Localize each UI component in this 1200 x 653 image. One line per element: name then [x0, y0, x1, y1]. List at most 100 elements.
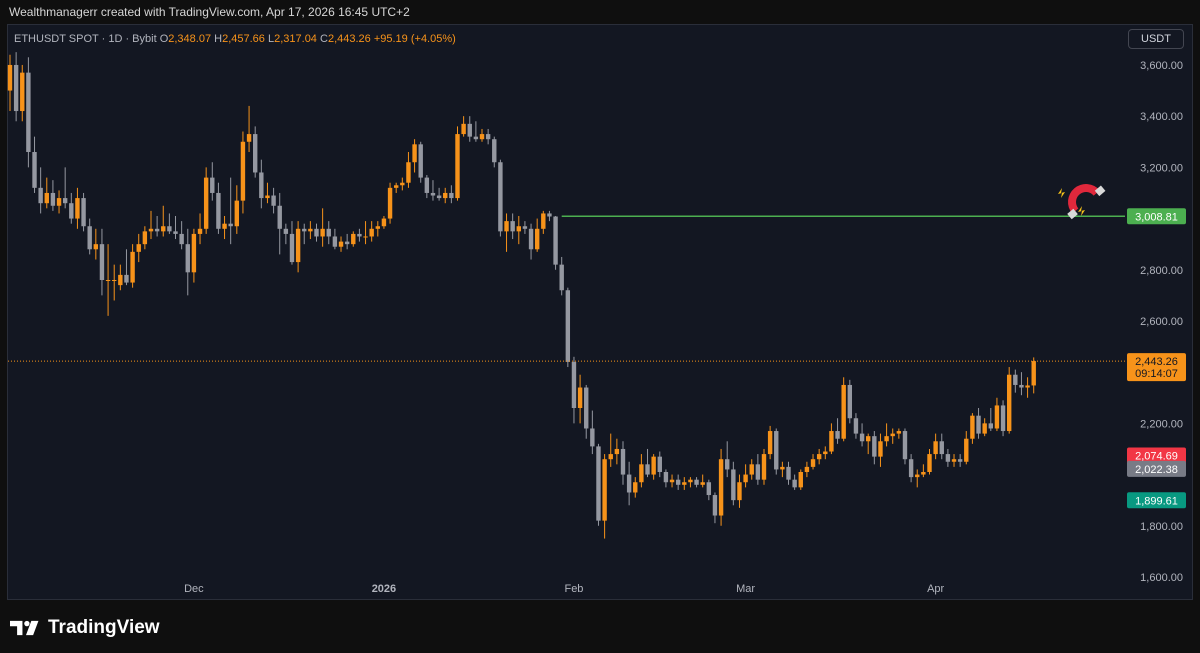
candle-body — [571, 361, 577, 408]
candle — [645, 448, 650, 478]
candle — [400, 177, 405, 191]
candle — [1006, 367, 1012, 434]
candle — [485, 128, 491, 145]
candle-body — [393, 185, 399, 188]
price-label-bg — [1127, 447, 1186, 464]
close-value: 2,443.26 — [327, 33, 371, 45]
candle-body — [75, 198, 80, 219]
candle — [332, 228, 338, 250]
price-tick-label: 3,400.00 — [1140, 111, 1183, 123]
candle — [289, 221, 295, 265]
price-tick-label: 3,600.00 — [1140, 60, 1183, 72]
candle-body — [69, 203, 74, 219]
candle-body — [749, 464, 754, 475]
candle — [859, 423, 865, 447]
candle-body — [835, 431, 840, 439]
candle — [210, 162, 215, 201]
candle — [872, 431, 877, 465]
price-label: 2,074.69 — [1135, 450, 1178, 462]
candle-body — [161, 226, 166, 232]
candle — [357, 228, 362, 242]
candle-body — [596, 446, 601, 521]
candle — [461, 116, 466, 137]
candle — [246, 105, 252, 152]
candle — [829, 423, 834, 455]
level-price-label: 3,008.81 — [1135, 211, 1178, 223]
candle-body — [528, 228, 534, 250]
candle-body — [541, 213, 546, 229]
currency-button[interactable]: USDT — [1128, 29, 1184, 49]
symbol-label[interactable]: ETHUSDT SPOT · 1D · Bybit — [14, 33, 157, 45]
candle-body — [614, 448, 620, 455]
candle — [228, 177, 233, 245]
candle-body — [626, 474, 632, 493]
candle-body — [694, 479, 699, 485]
candle — [988, 408, 993, 432]
candle — [50, 180, 56, 211]
candle — [853, 413, 859, 439]
candle — [590, 410, 595, 455]
candle-body — [933, 441, 938, 455]
candle — [547, 210, 552, 222]
candle-body — [927, 454, 932, 472]
candle — [792, 474, 797, 490]
candle-body — [675, 479, 681, 485]
candle — [774, 428, 779, 475]
low-label: L — [267, 33, 275, 45]
candle — [571, 356, 577, 424]
candle — [957, 454, 963, 467]
candle-body — [479, 134, 485, 140]
candle — [516, 216, 521, 245]
candle — [921, 464, 926, 478]
candle — [675, 474, 681, 490]
candle-body — [866, 436, 871, 442]
time-tick-label: Feb — [564, 583, 583, 595]
candle-body — [44, 192, 49, 204]
candle-body — [651, 456, 656, 475]
candle-body — [406, 162, 411, 183]
tradingview-footer[interactable]: TradingView — [10, 616, 160, 640]
time-tick-label: 2026 — [372, 583, 396, 595]
price-label-bg — [1127, 460, 1186, 477]
candle-body — [872, 436, 877, 457]
candle-body — [553, 216, 558, 265]
candle-body — [921, 472, 926, 475]
candle — [939, 433, 944, 460]
candle — [203, 167, 209, 234]
candle — [657, 451, 662, 478]
candle-body — [87, 226, 92, 250]
candle-body — [197, 228, 203, 234]
price-axis[interactable]: 3,600.00 3,400.00 3,200.00 2,800.00 2,600.00… — [1140, 60, 1183, 584]
price-label-bg — [1127, 492, 1186, 509]
candle — [136, 233, 141, 263]
candle-body — [792, 479, 797, 488]
candle-body — [786, 466, 791, 480]
candle — [44, 177, 49, 209]
candle-body — [908, 459, 914, 478]
time-tick-label: Apr — [927, 583, 944, 595]
candle-body — [240, 141, 246, 201]
candle — [124, 249, 129, 286]
candle — [1019, 372, 1024, 396]
candle-body — [816, 454, 822, 460]
high-value: 2,457.66 — [222, 33, 265, 45]
level-price-label-bg — [1127, 208, 1186, 225]
time-axis[interactable]: Dec 2026 Feb Mar Apr — [184, 583, 944, 595]
candle — [994, 397, 1000, 432]
candle-body — [167, 226, 172, 232]
candle-body — [841, 384, 846, 439]
price-tick-label: 1,600.00 — [1140, 572, 1183, 584]
candle-body — [473, 136, 479, 140]
candle — [81, 192, 86, 232]
candle — [351, 231, 356, 247]
candle — [197, 213, 203, 245]
candle-body — [112, 280, 117, 281]
candle-body — [945, 454, 951, 462]
candle — [964, 431, 969, 465]
candle — [148, 210, 154, 240]
candle — [835, 418, 840, 444]
candle — [130, 244, 135, 288]
candle — [970, 413, 975, 444]
candle-body — [185, 244, 190, 273]
